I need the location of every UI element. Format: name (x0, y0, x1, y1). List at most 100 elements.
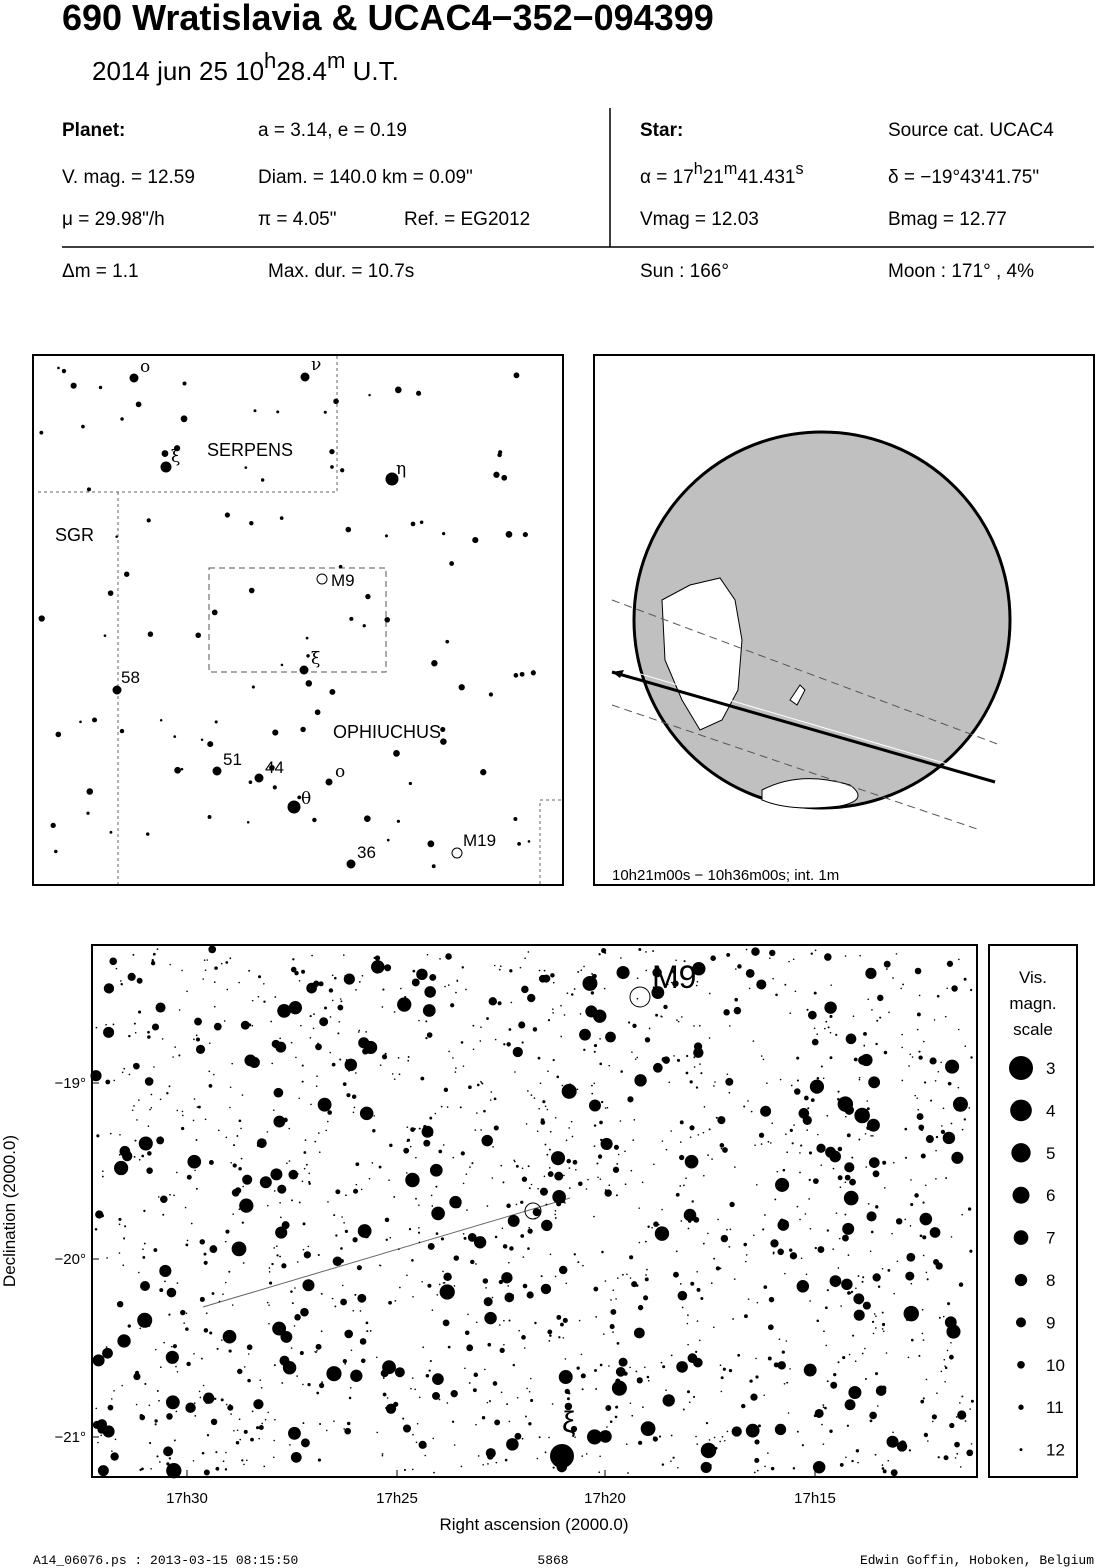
star (940, 1061, 942, 1064)
star (775, 993, 778, 997)
star (616, 1341, 620, 1345)
star (852, 1334, 855, 1337)
star (312, 1027, 315, 1030)
star (193, 1038, 195, 1041)
star (636, 977, 639, 980)
star (707, 1154, 709, 1157)
star (892, 1431, 894, 1434)
star (294, 1287, 296, 1289)
star (122, 1264, 125, 1267)
star (299, 1351, 304, 1355)
star (726, 1073, 729, 1076)
star (356, 1265, 362, 1271)
star (159, 718, 163, 722)
star (743, 1105, 746, 1108)
star (70, 382, 77, 389)
star (439, 958, 441, 960)
star (895, 953, 898, 955)
scale-title: magn. (1009, 994, 1056, 1013)
star (119, 1145, 131, 1157)
star (301, 969, 306, 974)
star (785, 1133, 787, 1136)
star (455, 1067, 457, 1069)
star (409, 1145, 412, 1148)
star (829, 1275, 842, 1287)
star (615, 1405, 619, 1409)
star (490, 1313, 493, 1316)
star (528, 1226, 530, 1229)
star (368, 1177, 371, 1180)
star (209, 1245, 218, 1253)
star (507, 1214, 520, 1227)
star (560, 1035, 563, 1038)
text-part: 21 (703, 167, 724, 188)
star (743, 1242, 747, 1247)
star (717, 1218, 719, 1221)
star (525, 1123, 528, 1125)
star (340, 468, 345, 473)
star (708, 1037, 711, 1039)
star (174, 1439, 176, 1441)
star (745, 948, 748, 951)
star (917, 1108, 920, 1111)
star (386, 1397, 389, 1399)
star (384, 1217, 390, 1223)
star (147, 1035, 151, 1039)
star (809, 1079, 825, 1094)
star (808, 1151, 813, 1155)
star (301, 1180, 304, 1183)
star (770, 1466, 775, 1471)
star (521, 1041, 524, 1044)
frame (91, 944, 978, 1478)
star (954, 1457, 957, 1459)
star (450, 1390, 458, 1398)
star (361, 974, 364, 977)
star (133, 1022, 136, 1025)
star (514, 1432, 522, 1440)
star (193, 1353, 195, 1355)
star (414, 1128, 416, 1130)
star (365, 1031, 367, 1033)
star (124, 1225, 127, 1228)
star (919, 1212, 933, 1226)
star (346, 1421, 351, 1426)
star (268, 1271, 271, 1273)
star (483, 1109, 486, 1113)
star (120, 982, 123, 986)
star (803, 1095, 809, 1101)
star (161, 1038, 164, 1040)
star (344, 1058, 358, 1072)
star (486, 1205, 489, 1207)
star (416, 968, 428, 981)
star (839, 1463, 844, 1467)
star (208, 1042, 211, 1044)
star (195, 1139, 198, 1141)
star (591, 1084, 593, 1087)
star (961, 1128, 964, 1131)
star (865, 1166, 868, 1168)
star (845, 1033, 857, 1045)
star (500, 1391, 503, 1394)
star (150, 1467, 152, 1470)
star (726, 952, 731, 957)
star (456, 979, 459, 982)
star (225, 961, 229, 964)
star (809, 1227, 812, 1230)
star (645, 1274, 647, 1276)
finder-label: ν (311, 355, 321, 375)
star (452, 1156, 455, 1159)
star (942, 1315, 945, 1318)
star (594, 1369, 597, 1372)
star (384, 1052, 387, 1055)
star (565, 1319, 568, 1322)
star (339, 1258, 344, 1264)
star (246, 820, 250, 824)
star (850, 1290, 854, 1294)
star (184, 1206, 187, 1209)
star (206, 959, 208, 961)
star (287, 800, 301, 814)
star (687, 1219, 692, 1223)
star (845, 1115, 847, 1118)
star (820, 1164, 823, 1166)
star (470, 1259, 475, 1265)
